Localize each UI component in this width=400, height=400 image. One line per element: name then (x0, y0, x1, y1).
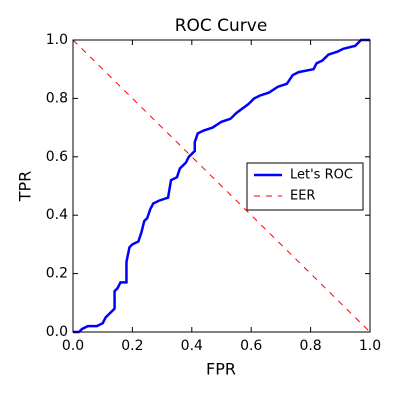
x-tick-label: 0.8 (299, 338, 321, 354)
x-tick-label: 0.0 (62, 338, 84, 354)
x-tick-label: 0.6 (240, 338, 262, 354)
x-tick-label: 0.4 (181, 338, 203, 354)
legend-label: Let's ROC (290, 168, 353, 183)
legend-label: EER (290, 189, 315, 204)
y-tick-label: 0.8 (46, 90, 68, 106)
y-tick-label: 0.2 (46, 266, 68, 282)
x-axis-label: FPR (206, 360, 236, 379)
series-line (72, 39, 371, 333)
series-line (73, 38, 370, 334)
chart-title: ROC Curve (175, 16, 268, 36)
y-tick-label: 1.0 (46, 32, 68, 48)
x-tick-label: 0.2 (121, 338, 143, 354)
plot-frame (72, 39, 371, 333)
legend-box (246, 162, 364, 211)
y-tick-label: 0.4 (46, 207, 68, 223)
x-tick-label: 1.0 (359, 338, 381, 354)
y-axis-label: TPR (16, 171, 35, 203)
y-tick-label: 0.6 (46, 149, 68, 165)
y-tick-label: 0.0 (46, 324, 68, 340)
